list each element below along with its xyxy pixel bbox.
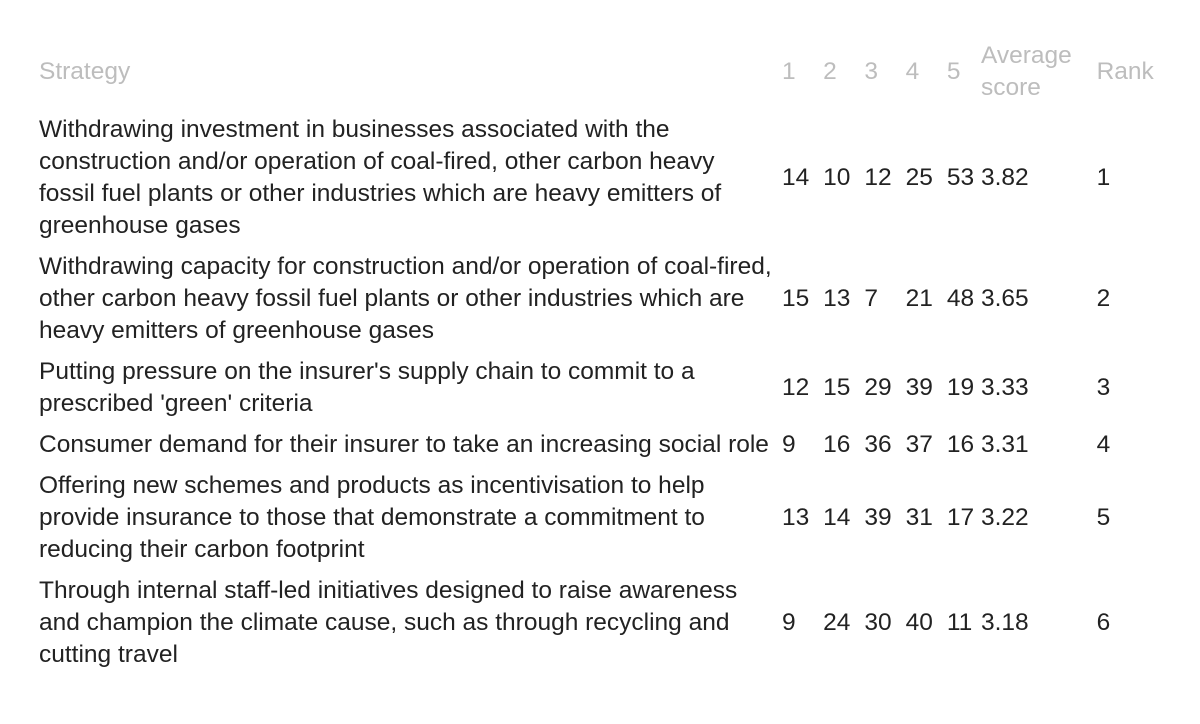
table-row: Putting pressure on the insurer's supply… — [36, 352, 1166, 425]
value-cell: 37 — [905, 431, 933, 458]
strategy-cell: Withdrawing investment in businesses ass… — [39, 116, 722, 239]
value-cell: 15 — [781, 285, 810, 312]
value-cell: 3 — [1096, 374, 1111, 401]
value-cell: 3.31 — [980, 431, 1029, 458]
value-cell: 2 — [1096, 285, 1111, 312]
value-cell: 13 — [823, 285, 851, 312]
table-row: Consumer demand for their insurer to tak… — [36, 425, 1166, 466]
header-cell: Strategy — [39, 58, 131, 85]
value-cell: 31 — [905, 504, 933, 531]
table-row: Offering new schemes and products as inc… — [36, 466, 1166, 571]
value-cell: 9 — [781, 609, 796, 636]
value-cell: 3.33 — [980, 374, 1029, 401]
value-cell: 12 — [864, 164, 892, 191]
strategy-cell: Withdrawing capacity for construction an… — [39, 253, 772, 344]
value-cell: 4 — [1096, 431, 1111, 458]
header-cell: Average score — [980, 42, 1072, 101]
table-row: Withdrawing investment in businesses ass… — [36, 110, 1166, 247]
value-cell: 12 — [781, 374, 810, 401]
strategy-cell: Putting pressure on the insurer's supply… — [39, 358, 695, 417]
value-cell: 3.82 — [980, 164, 1029, 191]
value-cell: 40 — [905, 609, 933, 636]
value-cell: 30 — [864, 609, 892, 636]
table-body: Withdrawing investment in businesses ass… — [36, 110, 1166, 676]
value-cell: 24 — [823, 609, 851, 636]
header-cell: 3 — [864, 58, 879, 85]
value-cell: 15 — [823, 374, 851, 401]
header-cell: 5 — [946, 58, 961, 85]
value-cell: 48 — [946, 285, 975, 312]
value-cell: 9 — [781, 431, 796, 458]
value-cell: 14 — [781, 164, 810, 191]
value-cell: 3.18 — [980, 609, 1029, 636]
value-cell: 16 — [946, 431, 975, 458]
value-cell: 1 — [1096, 164, 1111, 191]
value-cell: 21 — [905, 285, 933, 312]
value-cell: 14 — [823, 504, 851, 531]
strategy-cell: Through internal staff-led initiatives d… — [39, 577, 738, 668]
value-cell: 5 — [1096, 504, 1111, 531]
table-row: Through internal staff-led initiatives d… — [36, 571, 1166, 676]
header-cell: 1 — [781, 58, 796, 85]
value-cell: 19 — [946, 374, 975, 401]
value-cell: 25 — [905, 164, 933, 191]
value-cell: 3.65 — [980, 285, 1029, 312]
value-cell: 39 — [864, 504, 892, 531]
value-cell: 6 — [1096, 609, 1111, 636]
header-cell: 2 — [823, 58, 837, 85]
value-cell: 3.22 — [980, 504, 1029, 531]
strategy-table: Strategy 1 2 3 4 5 Average score Rank Withdrawi… — [36, 36, 1166, 676]
value-cell: 11 — [946, 609, 973, 636]
header-cell: Rank — [1096, 58, 1154, 85]
strategy-cell: Consumer demand for their insurer to tak… — [39, 431, 769, 458]
value-cell: 36 — [864, 431, 892, 458]
value-cell: 39 — [905, 374, 933, 401]
value-cell: 13 — [781, 504, 810, 531]
header-row: Strategy 1 2 3 4 5 Average score Rank — [36, 36, 1166, 110]
strategy-cell: Offering new schemes and products as inc… — [39, 472, 705, 563]
header-cell: 4 — [905, 58, 920, 85]
value-cell: 29 — [864, 374, 892, 401]
table-row: Withdrawing capacity for construction an… — [36, 247, 1166, 352]
value-cell: 17 — [946, 504, 975, 531]
value-cell: 10 — [823, 164, 851, 191]
value-cell: 7 — [864, 285, 879, 312]
value-cell: 16 — [823, 431, 851, 458]
value-cell: 53 — [946, 164, 975, 191]
